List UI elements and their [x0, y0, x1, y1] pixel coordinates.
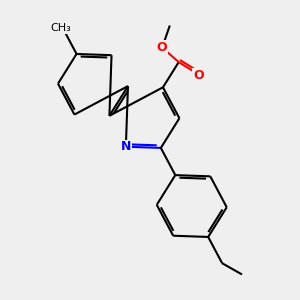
Text: CH₃: CH₃	[51, 23, 71, 33]
Text: N: N	[121, 140, 131, 153]
Text: O: O	[157, 41, 167, 54]
Text: O: O	[193, 69, 204, 82]
